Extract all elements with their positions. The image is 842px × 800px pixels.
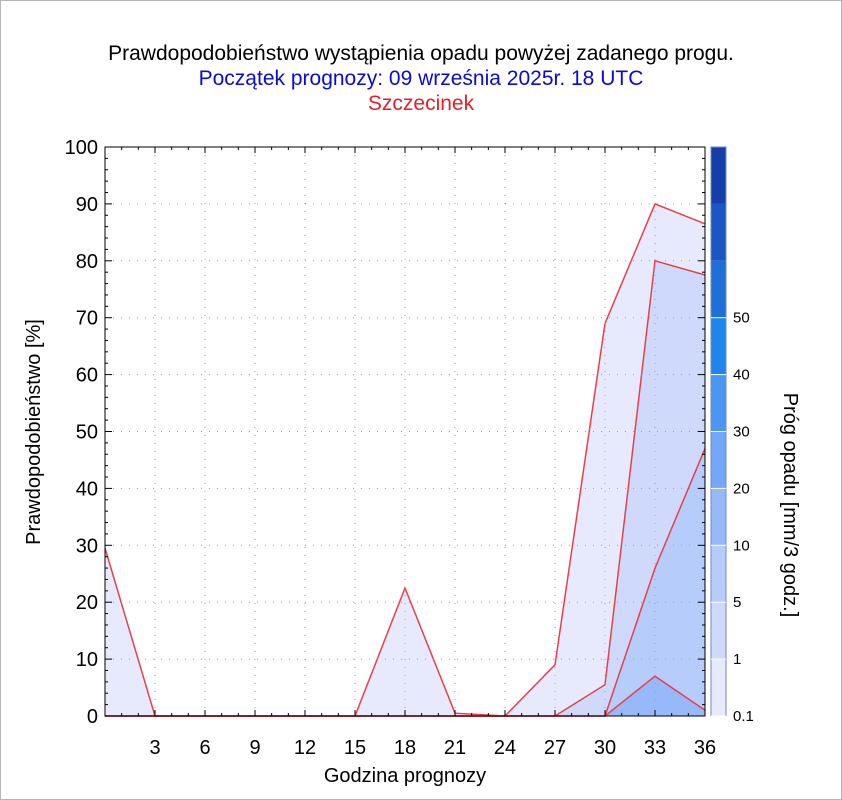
x-tick-label-24: 24 xyxy=(494,737,516,759)
series-area-10 xyxy=(105,676,705,716)
colorbar-level-5: 5 xyxy=(733,594,741,611)
station-name: Szczecinek xyxy=(367,92,475,115)
colorbar-segment xyxy=(711,488,726,546)
x-tick-label-12: 12 xyxy=(294,737,316,759)
colorbar-segment xyxy=(711,260,726,318)
x-tick-label-30: 30 xyxy=(594,737,616,759)
y-tick-label-50: 50 xyxy=(76,422,98,444)
y-tick-label-90: 90 xyxy=(76,194,98,216)
y-tick-label-60: 60 xyxy=(76,365,98,387)
colorbar-segment xyxy=(711,374,726,432)
y-tick-label-30: 30 xyxy=(76,535,98,557)
colorbar-label: Próg opadu [mm/3 godz.] xyxy=(779,393,801,618)
axes: 3 6 9 12 15 18 21 24 27 30 33 360102030405060708090… xyxy=(65,137,717,759)
x-tick-label-21: 21 xyxy=(444,737,466,759)
y-axis-label: Prawdopodobieństwo [%] xyxy=(23,319,45,545)
colorbar-segment xyxy=(711,659,726,716)
x-tick-label-3: 3 xyxy=(149,737,160,759)
colorbar-segment xyxy=(711,203,726,261)
x-tick-label-9: 9 xyxy=(249,737,260,759)
colorbar: 0.1 1 5 10 20 30 40 50 xyxy=(710,146,754,725)
colorbar-segment xyxy=(711,317,726,375)
colorbar-segment xyxy=(711,602,726,660)
colorbar-segment xyxy=(711,545,726,603)
colorbar-level-50: 50 xyxy=(733,310,750,327)
y-tick-label-20: 20 xyxy=(76,592,98,614)
colorbar-level-0.1: 0.1 xyxy=(733,708,754,725)
y-tick-label-0: 0 xyxy=(87,706,98,728)
x-axis-label: Godzina prognozy xyxy=(324,765,486,787)
y-tick-label-10: 10 xyxy=(76,649,98,671)
y-tick-label-80: 80 xyxy=(76,251,98,273)
x-tick-label-36: 36 xyxy=(694,737,716,759)
x-tick-label-33: 33 xyxy=(644,737,666,759)
y-tick-label-40: 40 xyxy=(76,478,98,500)
colorbar-segment xyxy=(711,431,726,489)
x-tick-label-27: 27 xyxy=(544,737,566,759)
colorbar-segment xyxy=(711,147,726,204)
y-tick-label-100: 100 xyxy=(65,137,98,159)
series-areas xyxy=(105,203,705,716)
colorbar-level-20: 20 xyxy=(733,480,750,497)
chart-subtitle: Początek prognozy: 09 września 2025r. 18… xyxy=(198,67,644,90)
chart-title: Prawdopodobieństwo wystąpienia opadu pow… xyxy=(108,42,734,65)
colorbar-level-10: 10 xyxy=(733,537,750,554)
y-tick-label-70: 70 xyxy=(76,308,98,330)
x-tick-label-6: 6 xyxy=(199,737,210,759)
x-tick-label-15: 15 xyxy=(344,737,366,759)
colorbar-level-30: 30 xyxy=(733,424,750,441)
colorbar-level-1: 1 xyxy=(733,651,741,668)
x-tick-label-18: 18 xyxy=(394,737,416,759)
colorbar-level-40: 40 xyxy=(733,367,750,384)
